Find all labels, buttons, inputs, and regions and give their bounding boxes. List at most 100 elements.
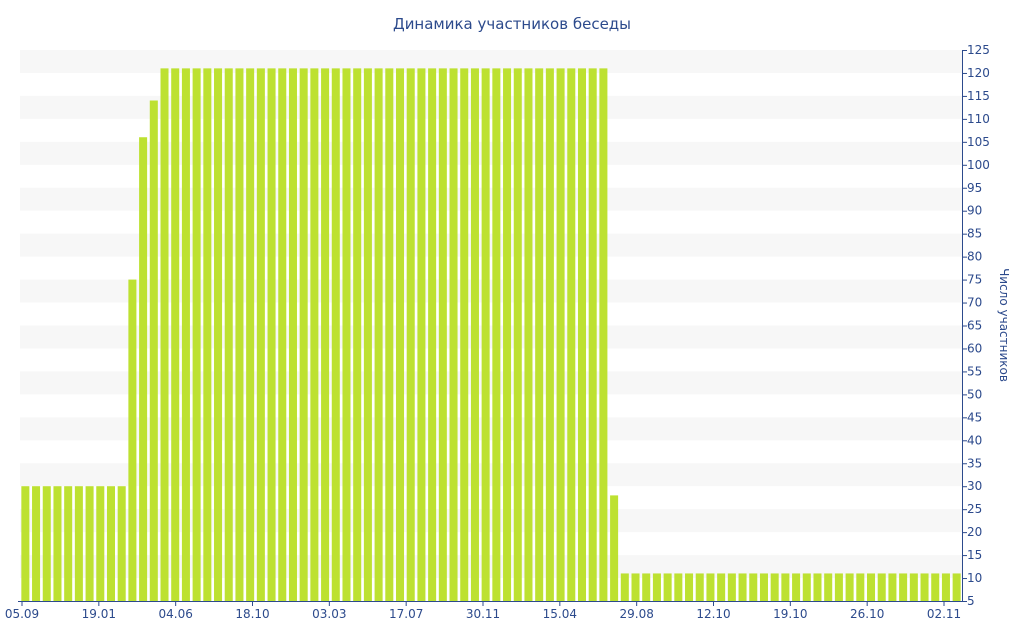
grid-band [20, 279, 962, 303]
x-tick-label: 15.04 [543, 607, 577, 621]
bar [567, 68, 576, 602]
x-tick-label: 18.10 [235, 607, 269, 621]
bar [642, 573, 651, 601]
bar [706, 573, 715, 601]
y-tick-label: 5 [967, 594, 975, 608]
bar [620, 573, 629, 601]
bar [428, 68, 437, 602]
y-tick-label: 45 [967, 410, 982, 424]
y-tick-label: 40 [967, 433, 982, 447]
bar [535, 68, 544, 602]
bar [278, 68, 287, 602]
grid-band [20, 555, 962, 579]
bar [610, 495, 619, 601]
bar [21, 486, 30, 601]
bar [781, 573, 790, 601]
bar [888, 573, 897, 601]
bar [449, 68, 458, 602]
bar [588, 68, 597, 602]
bar [652, 573, 661, 601]
y-tick-label: 105 [967, 135, 990, 149]
bar [363, 68, 372, 602]
y-tick-label: 60 [967, 341, 982, 355]
grid-band [20, 233, 962, 257]
y-tick-label: 65 [967, 319, 982, 333]
y-tick-label: 120 [967, 66, 990, 80]
bar [331, 68, 340, 602]
y-tick-label: 15 [967, 548, 982, 562]
bar [417, 68, 426, 602]
bar [717, 573, 726, 601]
bar [931, 573, 940, 601]
bar [920, 573, 929, 601]
bar [53, 486, 62, 601]
chart-title: Динамика участников беседы [393, 15, 631, 33]
bar [877, 573, 886, 601]
bar [941, 573, 950, 601]
x-tick-label: 29.08 [619, 607, 653, 621]
bar [310, 68, 319, 602]
grid-band [20, 325, 962, 349]
bar [899, 573, 908, 601]
bar [856, 573, 865, 601]
bar [727, 573, 736, 601]
bars [21, 68, 961, 602]
bar [203, 68, 212, 602]
bar [288, 68, 297, 602]
y-tick-label: 75 [967, 273, 982, 287]
grid-bands [20, 50, 962, 579]
x-tick-label: 30.11 [466, 607, 500, 621]
y-tick-label: 90 [967, 204, 982, 218]
x-tick-label: 02.11 [927, 607, 961, 621]
bar [460, 68, 469, 602]
bar [813, 573, 822, 601]
grid-band [20, 50, 962, 73]
bar [171, 68, 180, 602]
bar [481, 68, 490, 602]
grid-band [20, 95, 962, 119]
bar [738, 573, 747, 601]
bar [160, 68, 169, 602]
bar [224, 68, 233, 602]
x-tick-label: 26.10 [850, 607, 884, 621]
bar [545, 68, 554, 602]
bar [513, 68, 522, 602]
x-tick-label: 04.06 [158, 607, 192, 621]
bar [149, 100, 158, 601]
bar [406, 68, 415, 602]
bar [385, 68, 394, 602]
bar [128, 279, 137, 601]
bar [503, 68, 512, 602]
x-tick-label: 12.10 [696, 607, 730, 621]
bar [631, 573, 640, 601]
bar [524, 68, 533, 602]
bar [353, 68, 362, 602]
x-ticks: 05.09 19.01 04.06 18.10 03.03 17.07 30.11 15.04… [5, 601, 961, 621]
bar [438, 68, 447, 602]
grid-band [20, 187, 962, 211]
y-tick-label: 55 [967, 364, 982, 378]
bar [770, 573, 779, 601]
bar [85, 486, 94, 601]
bar [674, 573, 683, 601]
bar [214, 68, 223, 602]
bar [246, 68, 255, 602]
bar [845, 573, 854, 601]
y-tick-label: 110 [967, 112, 990, 126]
bar [256, 68, 265, 602]
bar [396, 68, 405, 602]
bar [834, 573, 843, 601]
y-tick-label: 35 [967, 456, 982, 470]
bar [824, 573, 833, 601]
y-tick-label: 115 [967, 89, 990, 103]
bar [802, 573, 811, 601]
bar [556, 68, 565, 602]
grid-band [20, 463, 962, 487]
x-tick-label: 03.03 [312, 607, 346, 621]
bar [792, 573, 801, 601]
bar [96, 486, 105, 601]
y-tick-label: 70 [967, 296, 982, 310]
bar [139, 137, 148, 602]
bar [599, 68, 608, 602]
y-tick-label: 10 [967, 571, 982, 585]
